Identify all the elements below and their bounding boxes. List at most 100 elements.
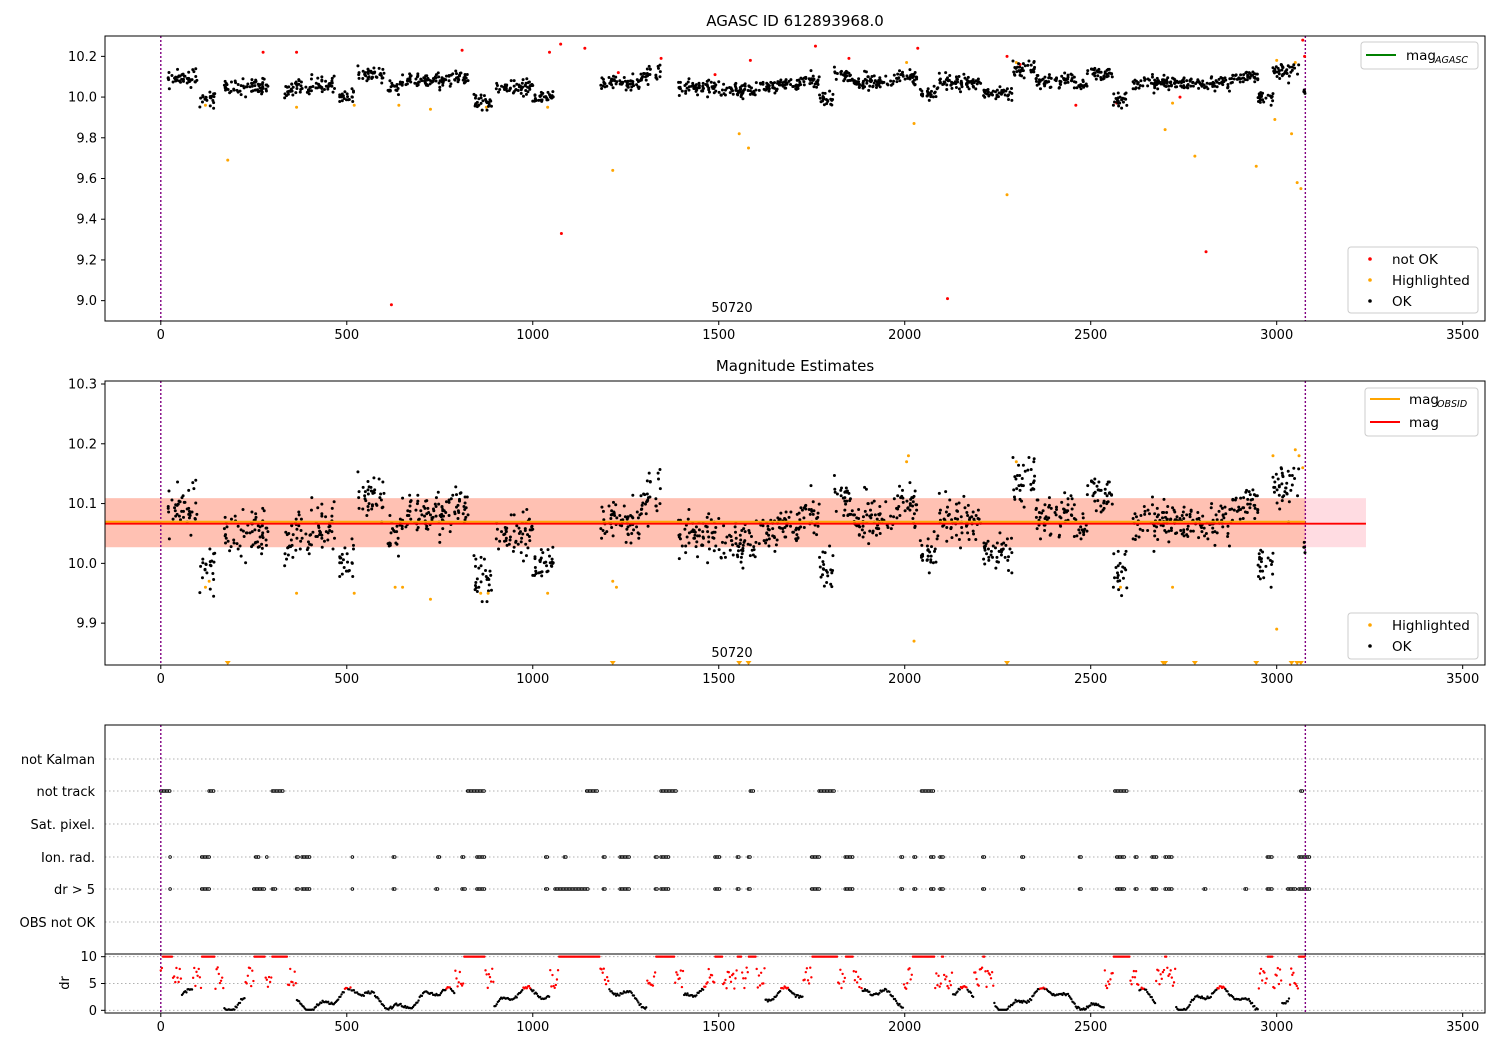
flag-point	[207, 855, 211, 859]
p1-point-ok	[779, 78, 783, 82]
p2-point-ok	[834, 509, 838, 513]
dr-point	[947, 987, 950, 990]
p2-point-ok	[1070, 507, 1074, 511]
p1-point-ok	[1179, 81, 1183, 85]
p2-point-highlighted	[611, 579, 615, 583]
p2-point-ok	[609, 517, 613, 521]
p2-point-ok	[1017, 484, 1021, 488]
dr-point	[988, 973, 992, 976]
p2-point-ok	[954, 533, 958, 537]
p2-point-ok	[989, 553, 993, 557]
flag-point	[296, 855, 300, 859]
p2-point-ok	[199, 564, 203, 568]
dr-point	[1077, 1006, 1081, 1009]
p2-point-highlighted	[393, 585, 397, 589]
p2-point-ok	[540, 574, 544, 578]
dr-point	[723, 981, 726, 984]
p2-point-ok	[1023, 469, 1027, 473]
p1-point-ok	[1256, 78, 1260, 82]
dr-point	[1130, 983, 1133, 986]
p2-point-ok	[479, 555, 483, 559]
p2-point-ok	[767, 533, 771, 537]
p2-point-ok	[261, 536, 265, 540]
dr-point	[1273, 986, 1276, 990]
dr-point	[1215, 988, 1218, 991]
dr-point	[977, 984, 980, 987]
p2-point-ok	[195, 512, 199, 516]
p2-offscale-marker	[745, 661, 752, 665]
p2-point-ok	[785, 524, 789, 528]
p1-point-ok	[257, 84, 261, 88]
p2-point-ok	[1034, 515, 1038, 519]
flag-point	[281, 789, 285, 793]
p1-point-ok	[599, 83, 603, 87]
p2-point-ok	[226, 539, 230, 543]
p2-point-ok	[1099, 504, 1103, 508]
p1-point-ok	[495, 83, 499, 87]
dr-point	[217, 972, 221, 976]
dr-point	[944, 978, 947, 981]
p4-ytick-label-5: 5	[89, 977, 97, 992]
p2-point-ok	[875, 517, 879, 521]
p1-point-ok	[945, 83, 949, 87]
p1-point-ok	[428, 79, 432, 83]
p2-point-ok	[1278, 507, 1282, 511]
p1-point-ok	[365, 79, 369, 83]
p2-point-ok	[366, 479, 370, 483]
p1-point-ok	[350, 87, 354, 91]
p2-point-ok	[298, 547, 302, 551]
p1-point-ok	[194, 67, 198, 71]
p1-point-ok	[1221, 79, 1225, 83]
p1-point-ok	[1114, 96, 1118, 100]
dr-point	[191, 976, 195, 980]
p2-point-ok	[1286, 469, 1290, 473]
p1-point-ok	[512, 90, 516, 94]
p1-point-ok	[1020, 74, 1024, 78]
dr-point	[270, 976, 273, 979]
p2-point-ok	[289, 538, 293, 542]
dr-point	[729, 980, 733, 984]
dr-point	[369, 992, 372, 995]
p1-point-ok	[1131, 87, 1135, 91]
p2-point-ok	[194, 478, 198, 482]
p1-point-ok	[658, 70, 662, 74]
p2-point-ok	[950, 518, 954, 522]
p2-point-ok	[645, 492, 649, 496]
p1-point-ok	[629, 79, 633, 83]
p2-point-ok	[741, 566, 745, 570]
p2-point-ok	[533, 573, 537, 577]
p2-point-ok	[516, 542, 520, 546]
p1-point-ok	[441, 81, 445, 85]
p2-point-ok	[855, 524, 859, 528]
p2-point-ok	[417, 518, 421, 522]
p2-ytick-label-10.2: 10.2	[68, 437, 97, 452]
flag-point	[393, 887, 397, 891]
dr-point	[1070, 997, 1073, 1001]
dr-point	[601, 971, 604, 974]
p2-point-ok	[290, 524, 294, 528]
dr-point	[268, 980, 272, 984]
p1-point-ok	[821, 94, 825, 98]
p2-point-ok	[1093, 499, 1097, 503]
flag-point	[564, 855, 568, 859]
p1-point-ok	[1189, 84, 1193, 88]
p2-point-ok	[691, 528, 695, 532]
p1-point-ok	[339, 93, 343, 97]
dr-point	[252, 979, 255, 983]
p2-point-ok	[1003, 555, 1007, 559]
p1-point-ok	[895, 80, 899, 84]
flag-point	[1154, 887, 1159, 891]
p2-point-ok	[350, 561, 354, 565]
p2-point-ok	[833, 487, 837, 491]
p2-point-ok	[372, 476, 376, 480]
p2-point-ok	[1186, 524, 1190, 528]
p2-point-ok	[260, 552, 264, 556]
p1-point-ok	[707, 90, 711, 94]
dr-point	[945, 975, 948, 978]
p1-point-ok	[291, 93, 295, 97]
p2-offscale-marker	[609, 661, 616, 665]
p2-point-ok	[461, 512, 465, 516]
p1-point-ok	[320, 78, 324, 82]
p2-point-ok	[1074, 518, 1078, 522]
p2-point-ok	[466, 513, 470, 517]
